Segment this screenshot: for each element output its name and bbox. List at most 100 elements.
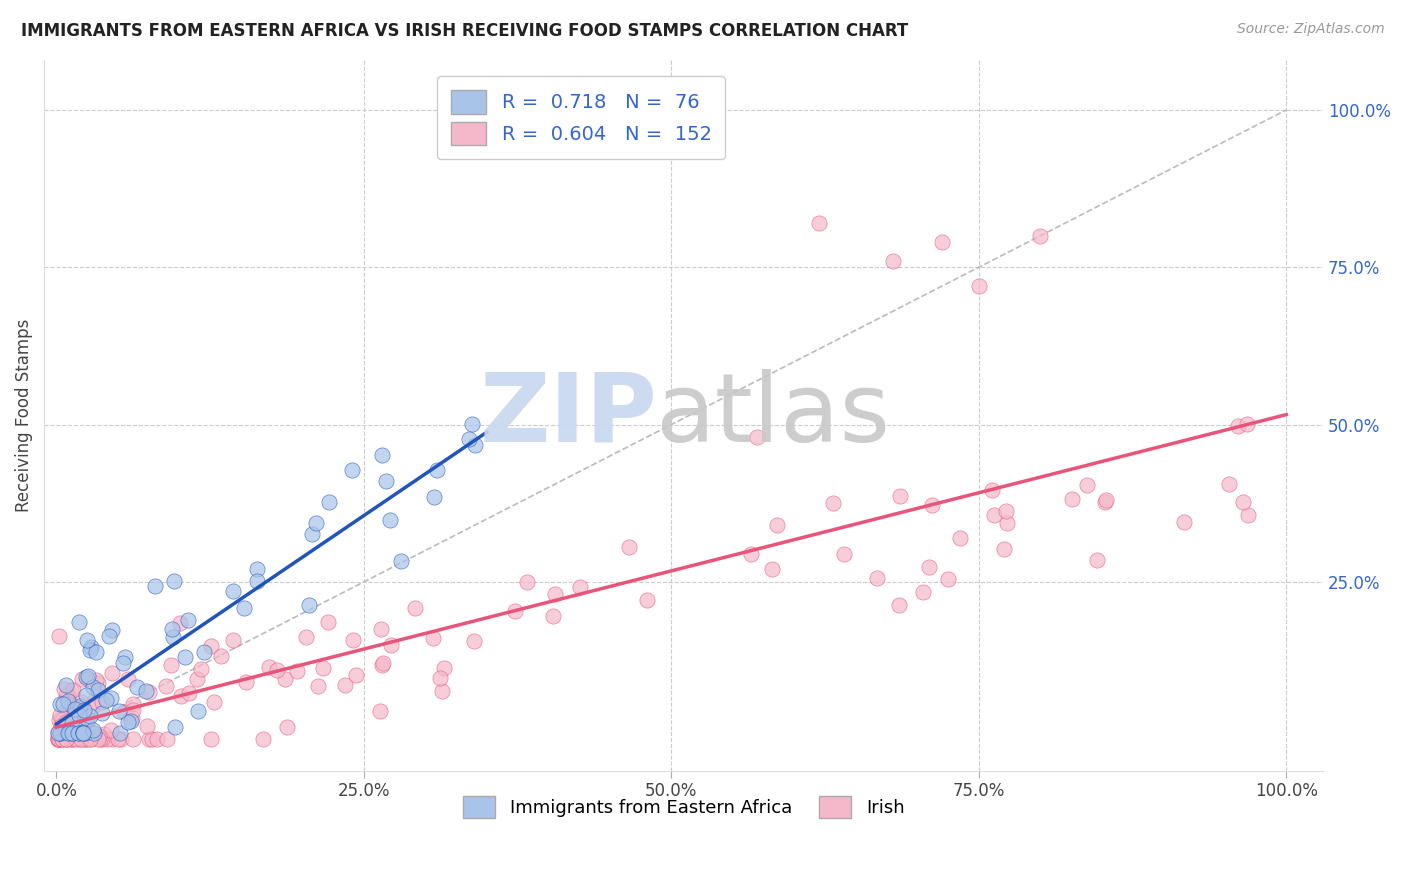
Point xyxy=(76,722,98,736)
Point xyxy=(46,731,69,746)
Point xyxy=(162,630,184,644)
Point xyxy=(65,731,87,746)
Point xyxy=(921,498,943,512)
Point xyxy=(58,706,80,720)
Point xyxy=(60,715,83,730)
Point xyxy=(163,720,186,734)
Point xyxy=(56,726,79,740)
Point xyxy=(72,724,94,739)
Point xyxy=(72,726,94,740)
Point xyxy=(82,723,104,738)
Point xyxy=(1076,478,1098,492)
Point xyxy=(1236,417,1258,432)
Point xyxy=(834,547,856,561)
Point xyxy=(949,531,972,545)
Point xyxy=(370,622,392,636)
Point xyxy=(135,684,157,698)
Point xyxy=(146,731,169,746)
Point xyxy=(156,731,179,746)
Point xyxy=(55,714,77,729)
Point xyxy=(209,649,232,664)
Point xyxy=(980,483,1002,497)
Point xyxy=(371,658,394,673)
Point xyxy=(121,697,143,711)
Point xyxy=(79,642,101,657)
Point xyxy=(83,694,105,708)
Point xyxy=(62,726,84,740)
Point xyxy=(117,714,139,729)
Point xyxy=(821,496,844,510)
Point xyxy=(305,516,328,531)
Point xyxy=(179,686,201,700)
Point xyxy=(67,731,90,746)
Point xyxy=(56,731,79,746)
Point xyxy=(122,731,145,746)
Point xyxy=(380,638,402,652)
Point xyxy=(72,726,94,740)
Point xyxy=(58,694,80,708)
Point xyxy=(983,508,1005,523)
Point xyxy=(49,698,72,712)
Point xyxy=(1029,228,1052,243)
Point xyxy=(160,658,183,673)
Point xyxy=(55,688,77,702)
Point xyxy=(202,695,225,709)
Point xyxy=(193,645,215,659)
Point xyxy=(333,678,356,692)
Point xyxy=(994,504,1017,518)
Point xyxy=(73,703,96,717)
Point xyxy=(931,235,953,249)
Point xyxy=(72,731,94,746)
Point xyxy=(995,516,1018,530)
Point xyxy=(274,672,297,686)
Point xyxy=(371,656,394,670)
Point xyxy=(101,731,124,746)
Point xyxy=(46,731,69,746)
Point xyxy=(46,729,69,743)
Point xyxy=(107,731,129,746)
Point xyxy=(368,704,391,718)
Point xyxy=(75,670,97,684)
Point xyxy=(190,662,212,676)
Point xyxy=(433,661,456,675)
Text: IMMIGRANTS FROM EASTERN AFRICA VS IRISH RECEIVING FOOD STAMPS CORRELATION CHART: IMMIGRANTS FROM EASTERN AFRICA VS IRISH … xyxy=(21,22,908,40)
Point xyxy=(461,417,484,431)
Point xyxy=(56,689,79,703)
Point xyxy=(318,495,340,509)
Point xyxy=(297,598,319,612)
Point xyxy=(889,599,911,613)
Point xyxy=(75,688,97,702)
Point xyxy=(60,726,83,740)
Point xyxy=(79,731,101,746)
Point xyxy=(48,731,70,746)
Point xyxy=(252,731,274,746)
Point xyxy=(82,699,104,714)
Point xyxy=(51,731,73,746)
Point xyxy=(170,689,193,703)
Point xyxy=(51,731,73,746)
Point xyxy=(52,698,75,712)
Point xyxy=(73,726,96,740)
Point xyxy=(87,682,110,697)
Point xyxy=(285,664,308,678)
Point xyxy=(993,542,1015,557)
Point xyxy=(94,693,117,707)
Point xyxy=(83,726,105,740)
Point xyxy=(505,604,527,618)
Point xyxy=(422,632,444,646)
Point xyxy=(866,571,889,585)
Point xyxy=(186,672,208,686)
Point xyxy=(48,714,70,728)
Point xyxy=(79,640,101,654)
Point xyxy=(55,678,77,692)
Point xyxy=(96,731,118,746)
Point xyxy=(62,683,84,698)
Point xyxy=(174,650,197,665)
Point xyxy=(70,731,93,746)
Point xyxy=(918,560,941,574)
Point xyxy=(114,650,136,665)
Point xyxy=(51,713,73,727)
Point xyxy=(200,731,222,746)
Point xyxy=(163,574,186,589)
Point xyxy=(55,689,77,703)
